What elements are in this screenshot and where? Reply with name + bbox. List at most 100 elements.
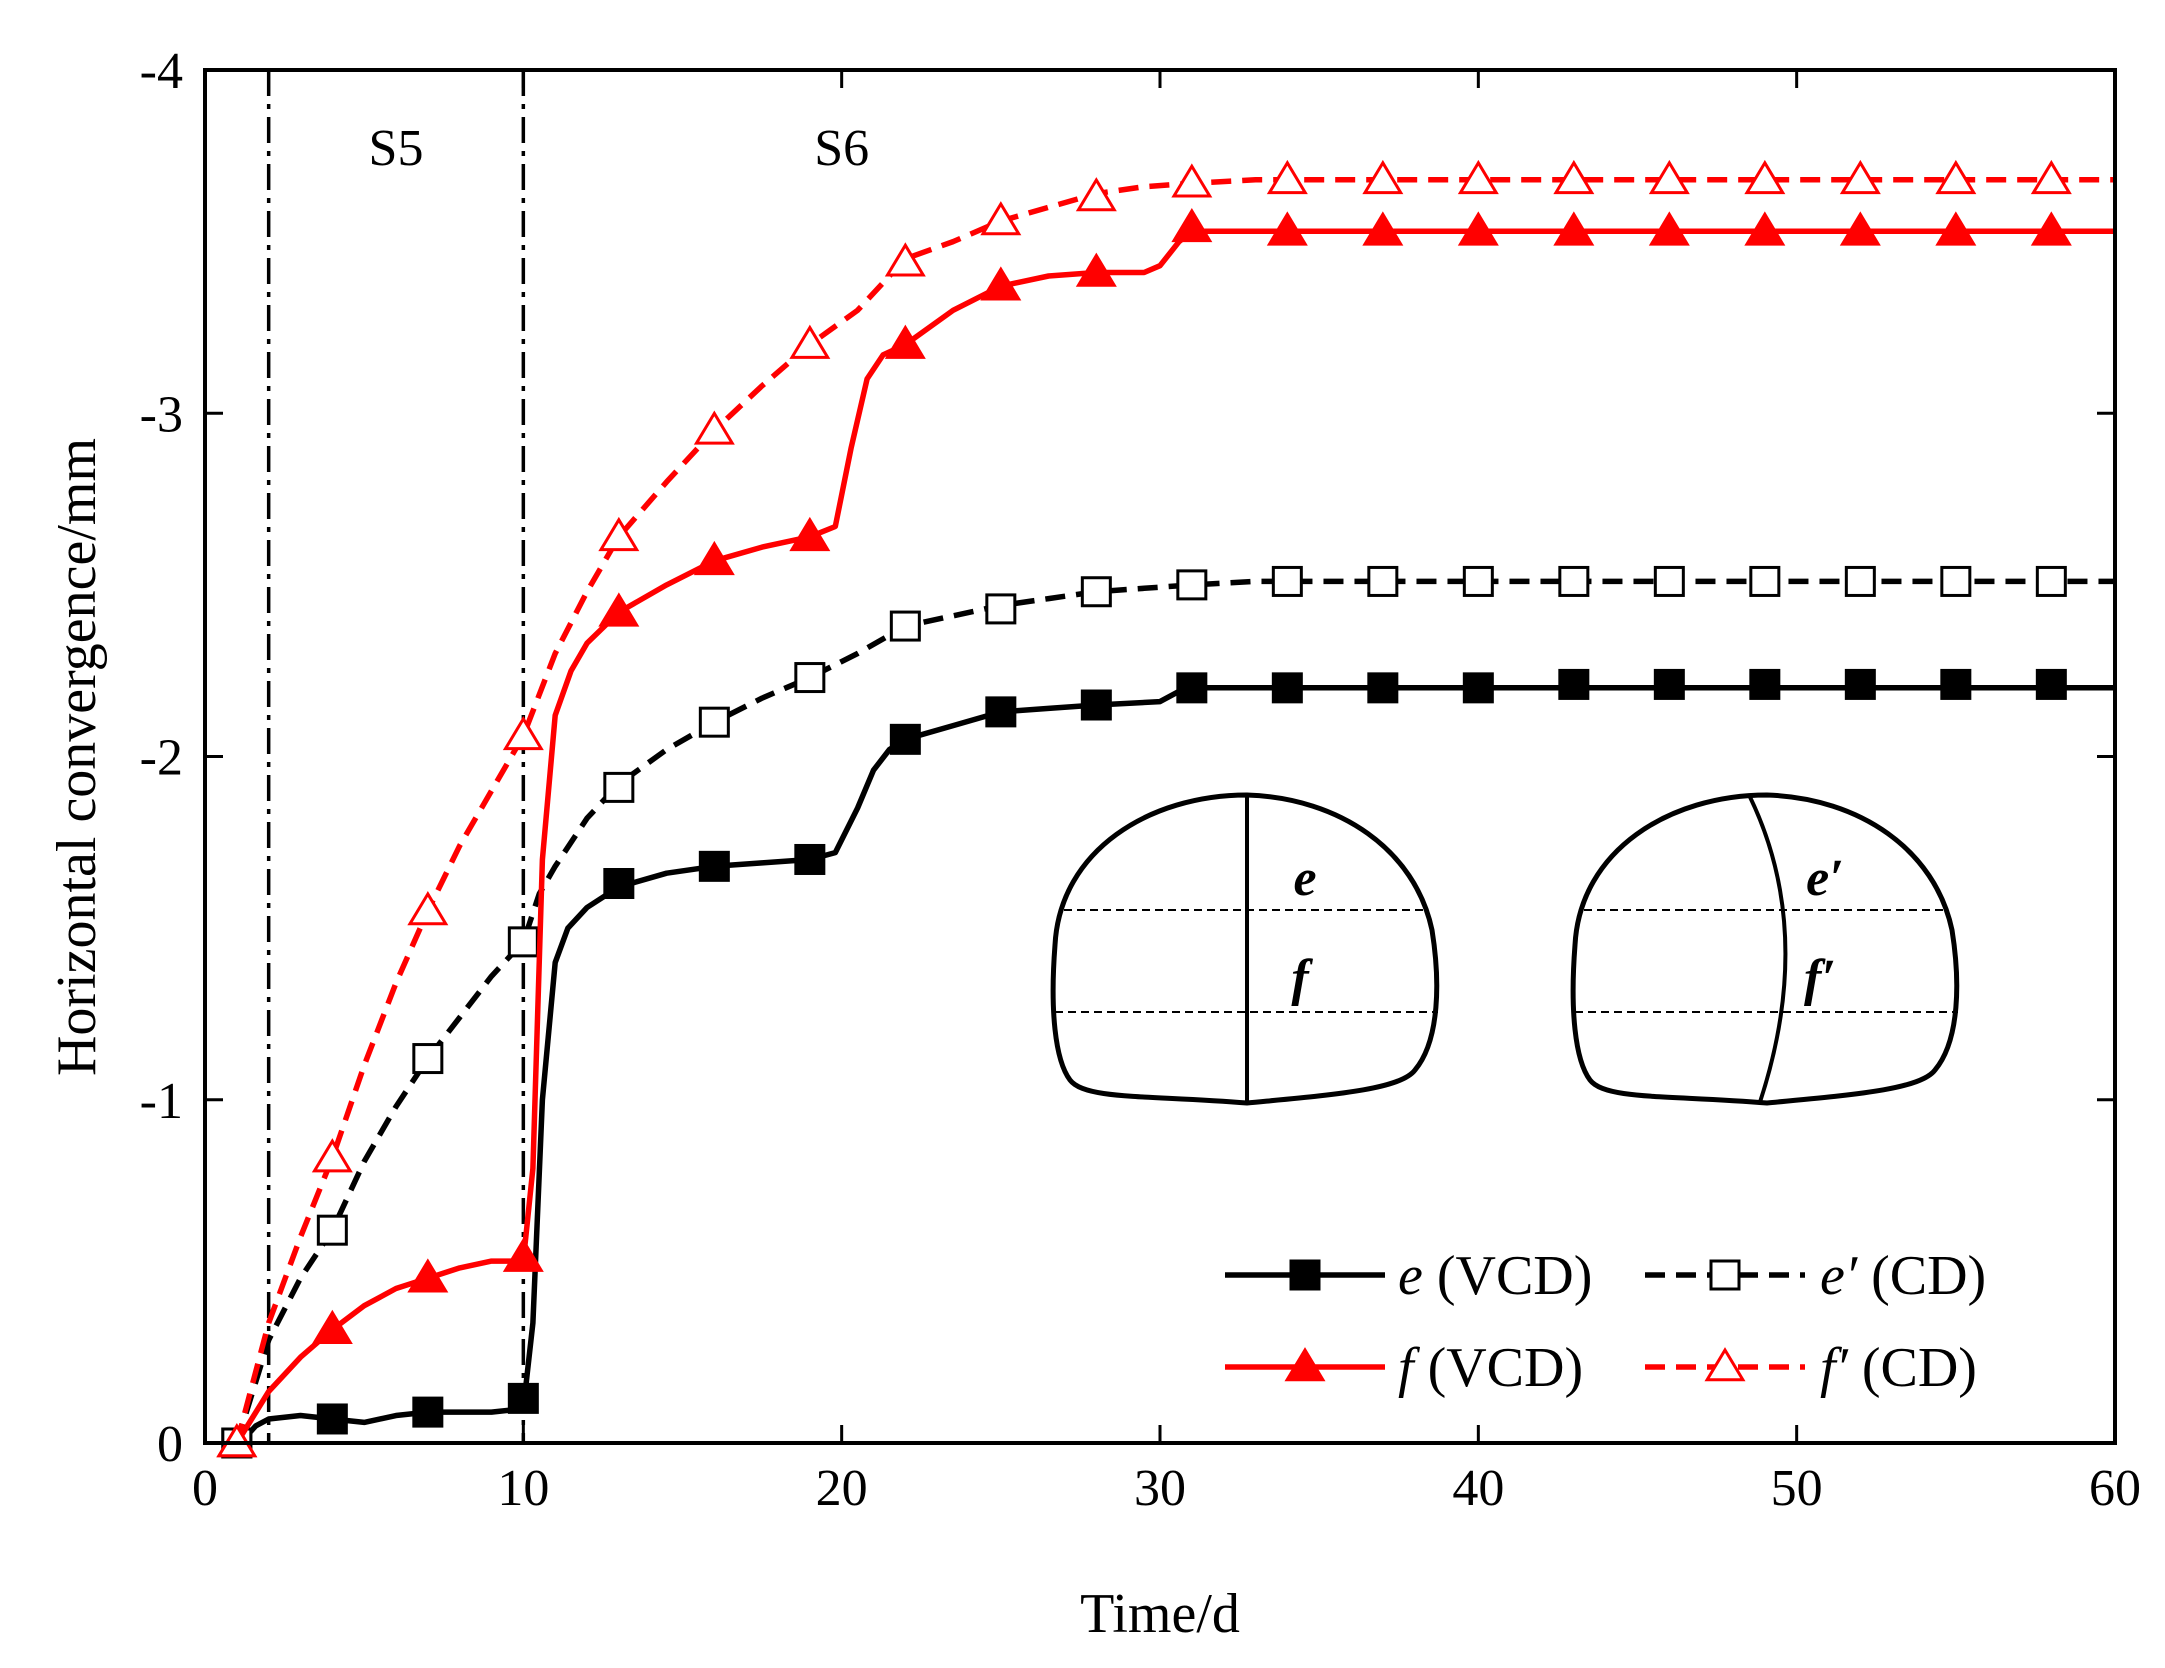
data-point [1289,1259,1321,1291]
stage-label: S5 [369,120,424,177]
data-point [1744,159,1786,195]
data-point [407,1258,449,1293]
data-point [502,1237,544,1272]
data-point [884,324,926,359]
x-tick-label: 30 [1134,1460,1186,1517]
data-point [1462,672,1494,704]
y-tick-label: -2 [140,730,183,787]
legend-series-suffix: (VCD) [1414,1337,1584,1399]
data-point [1558,565,1590,597]
x-tick-label: 50 [1771,1460,1823,1517]
data-point [1171,207,1213,243]
data-point [2035,668,2067,700]
legend-label: f (VCD) [1398,1337,1583,1399]
data-point [1367,672,1399,704]
middle-wall [1748,796,1788,1103]
data-point [311,1138,353,1173]
data-point [980,266,1022,301]
y-tick-label: -3 [140,386,183,443]
plot-frame [203,68,2117,1445]
legend-series-suffix: (CD) [1848,1337,1977,1399]
data-point [1844,668,1876,700]
data-point [1080,689,1112,721]
legend-label: e (VCD) [1398,1245,1592,1307]
data-point [1749,565,1781,597]
data-point [1362,159,1404,195]
data-point [311,1309,353,1344]
data-point [316,1214,348,1246]
data-point [884,242,926,277]
data-point [1266,159,1308,195]
tunnel-section: e′ f′ [1570,792,1960,1106]
legend-series-name: e′ [1820,1245,1858,1307]
data-point [598,516,640,552]
data-point [794,843,826,875]
legend-label: e′ (CD) [1820,1245,1986,1307]
series-2 [221,565,2115,1459]
y-tick-label: -1 [140,1073,183,1130]
y-tick-label: -4 [140,43,183,100]
data-point [789,324,831,359]
data-point [507,1382,539,1414]
tunnel-section: ef [1050,792,1440,1106]
data-point [985,593,1017,625]
x-tick-label: 40 [1452,1460,1504,1517]
inset-label-f: f [1291,950,1313,1007]
series-3 [216,207,2115,1458]
data-point [316,1403,348,1435]
series-4 [216,159,2115,1458]
data-point [598,592,640,627]
inset-label-f: f′ [1804,950,1836,1007]
data-point [1080,576,1112,608]
tunnel-outline [1050,792,1440,1106]
data-point [1935,211,1977,246]
data-point [985,696,1017,728]
data-point [1271,565,1303,597]
data-point [412,1396,444,1428]
series-line [234,578,2115,1444]
data-point [794,662,826,694]
x-tick-label: 60 [2089,1460,2141,1517]
data-point [889,610,921,642]
x-axis-title: Time/d [1080,1583,1240,1645]
x-tick-label: 10 [497,1460,549,1517]
data-point [1171,163,1213,198]
data-point [1271,672,1303,704]
data-point [502,715,544,751]
data-point [1940,668,1972,700]
data-point [2030,211,2072,246]
data-point [1553,211,1595,246]
inset-label-e: e [1293,850,1316,907]
inset-label-e: e′ [1806,850,1844,907]
data-point [698,706,730,738]
legend-entry-1: e (VCD) [1225,1245,1592,1307]
data-point [603,771,635,803]
data-point [1839,159,1881,195]
data-point [407,891,449,926]
y-tick-label: 0 [157,1416,183,1473]
data-point [789,516,831,552]
data-point [1266,211,1308,246]
series-line [235,685,2115,1446]
stage-label: S6 [814,120,869,177]
data-point [1553,159,1595,195]
data-point [1653,565,1685,597]
data-point [1457,211,1499,246]
data-point [1075,177,1117,212]
data-point [216,1423,258,1458]
tunnel-outline [1570,792,1960,1106]
data-point [1653,668,1685,700]
data-point [980,201,1022,236]
data-point [1367,565,1399,597]
legend-entry-4: f′ (CD) [1645,1337,1977,1399]
data-point [1457,159,1499,195]
data-point [1744,211,1786,246]
data-point [1839,211,1881,246]
data-point [1176,672,1208,704]
axes: 0 10 20 30 40 50 60 0 -1 -2 -3 -4 [140,43,2141,1517]
legend-series-suffix: (VCD) [1423,1245,1593,1307]
data-point [2035,565,2067,597]
data-point [412,1043,444,1075]
